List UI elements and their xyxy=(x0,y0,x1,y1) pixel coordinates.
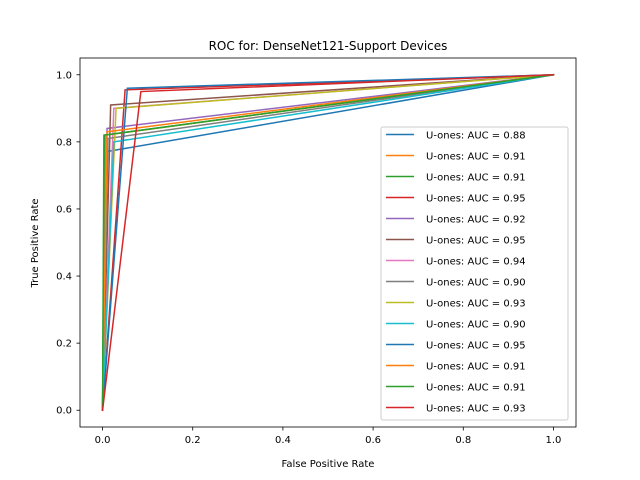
legend-label-5: U-ones: AUC = 0.92 xyxy=(426,215,526,226)
legend-label-9: U-ones: AUC = 0.93 xyxy=(426,299,526,310)
y-tick-label-2: 0.4 xyxy=(56,272,72,283)
legend: U-ones: AUC = 0.88 U-ones: AUC = 0.91 U-on… xyxy=(380,126,569,421)
x-axis-label: False Positive Rate xyxy=(282,459,375,470)
y-axis-label: True Positive Rate xyxy=(30,198,41,288)
legend-label-2: U-ones: AUC = 0.91 xyxy=(426,152,526,163)
legend-label-8: U-ones: AUC = 0.90 xyxy=(426,278,526,289)
x-tick-label-3: 0.6 xyxy=(365,435,381,446)
series-line-12 xyxy=(101,73,555,411)
legend-label-14: U-ones: AUC = 0.93 xyxy=(426,404,526,415)
legend-box xyxy=(380,126,569,421)
y-tick-label-5: 1.0 xyxy=(56,70,72,81)
x-tick-label-1: 0.2 xyxy=(185,435,201,446)
plot-frame xyxy=(79,57,577,428)
x-tick-label-4: 0.8 xyxy=(455,435,471,446)
legend-label-1: U-ones: AUC = 0.88 xyxy=(426,131,526,142)
x-tick-label-0: 0.0 xyxy=(95,435,111,446)
x-tick-label-5: 1.0 xyxy=(546,435,562,446)
legend-label-13: U-ones: AUC = 0.91 xyxy=(426,383,526,394)
y-tick-label-1: 0.2 xyxy=(56,339,72,350)
legend-label-7: U-ones: AUC = 0.94 xyxy=(426,257,526,268)
series-line-13 xyxy=(101,73,555,411)
legend-label-10: U-ones: AUC = 0.90 xyxy=(426,320,526,331)
plot-area: 0.0 0.2 0.4 0.6 0.8 1.0 0.0 0.2 0.4 0.6 0.8 1.0 xyxy=(56,57,577,446)
legend-label-6: U-ones: AUC = 0.95 xyxy=(426,236,526,247)
series-line-10 xyxy=(101,73,555,412)
y-tick-label-3: 0.6 xyxy=(56,204,72,215)
legend-label-3: U-ones: AUC = 0.91 xyxy=(426,173,526,184)
legend-label-4: U-ones: AUC = 0.95 xyxy=(426,194,526,205)
x-tick-label-2: 0.4 xyxy=(275,435,291,446)
y-tick-label-0: 0.0 xyxy=(56,406,72,417)
legend-label-12: U-ones: AUC = 0.91 xyxy=(426,362,526,373)
series-line-14 xyxy=(101,73,555,412)
legend-label-11: U-ones: AUC = 0.95 xyxy=(426,341,526,352)
chart-title: ROC for: DenseNet121-Support Devices xyxy=(209,39,448,53)
series-line-11 xyxy=(101,73,555,412)
y-tick-label-4: 0.8 xyxy=(56,137,72,148)
